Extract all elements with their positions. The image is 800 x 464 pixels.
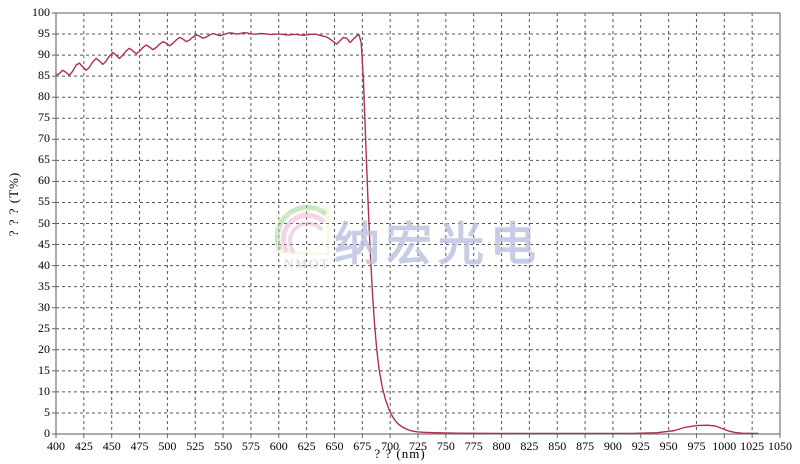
y-tick-label: 80 [38, 89, 50, 104]
x-tick-label: 525 [186, 439, 205, 453]
x-tick-label: 675 [353, 439, 372, 453]
x-tick-label: 450 [102, 439, 121, 453]
x-tick-label: 700 [381, 439, 400, 453]
y-tick-label: 85 [38, 68, 50, 83]
transmittance-curve [56, 32, 759, 434]
y-tick-label: 75 [38, 110, 50, 125]
y-tick-label: 35 [38, 278, 50, 293]
y-tick-label: 90 [38, 47, 50, 62]
y-tick-label: 95 [38, 26, 50, 41]
axis-ticks [52, 12, 781, 438]
y-tick-label: 50 [38, 215, 50, 230]
x-tick-label: 500 [158, 439, 177, 453]
x-tick-label: 875 [576, 439, 595, 453]
grid-lines [56, 13, 780, 434]
x-tick-label: 750 [436, 439, 455, 453]
x-tick-label: 775 [464, 439, 483, 453]
y-tick-label: 70 [38, 131, 50, 146]
x-tick-label: 1000 [712, 439, 737, 453]
x-tick-label: 400 [47, 439, 65, 453]
y-tick-label: 25 [38, 320, 50, 335]
x-tick-label: 650 [325, 439, 344, 453]
x-tick-label: 925 [631, 439, 650, 453]
x-tick-label: 850 [548, 439, 567, 453]
y-tick-label: 30 [38, 299, 50, 314]
x-tick-label: 475 [130, 439, 149, 453]
y-tick-label: 100 [32, 5, 50, 19]
x-tick-label: 600 [269, 439, 288, 453]
x-tick-label: 900 [603, 439, 622, 453]
x-tick-label: 1025 [740, 439, 765, 453]
x-tick-label: 950 [659, 439, 678, 453]
y-tick-label: 55 [38, 194, 50, 209]
y-tick-label: 0 [44, 426, 50, 440]
x-tick-label: 975 [687, 439, 706, 453]
x-tick-label: 575 [241, 439, 260, 453]
x-tick-label: 550 [214, 439, 233, 453]
y-tick-label: 10 [38, 383, 50, 398]
x-tick-label: 725 [409, 439, 427, 453]
x-tick-label: 1050 [768, 439, 792, 453]
y-tick-label: 60 [38, 173, 50, 188]
x-tick-label: 825 [520, 439, 539, 453]
y-tick-label: 45 [38, 236, 50, 251]
x-axis-title: ? ? (nm) [374, 446, 426, 461]
x-tick-label: 625 [297, 439, 316, 453]
x-tick-label: 800 [492, 439, 511, 453]
y-tick-label: 15 [38, 362, 50, 377]
y-tick-label: 65 [38, 152, 50, 167]
x-tick-label: 425 [74, 439, 93, 453]
y-tick-label: 20 [38, 341, 50, 356]
y-tick-label: 40 [38, 257, 50, 272]
y-tick-label: 5 [44, 404, 50, 419]
